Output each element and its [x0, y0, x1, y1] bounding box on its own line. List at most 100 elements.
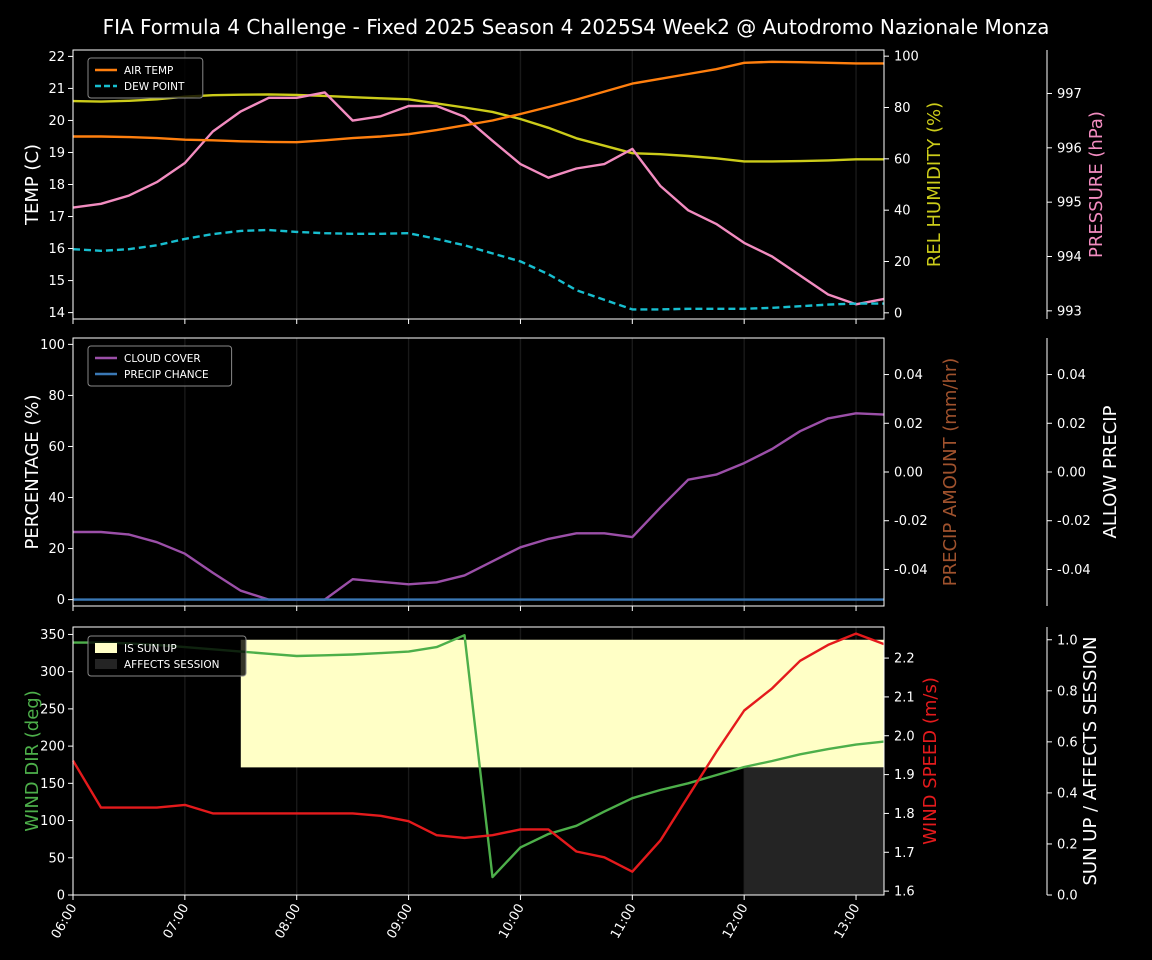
plot-frame — [72, 626, 885, 896]
air-temp-line-point — [520, 113, 521, 114]
wind-speed-line-point — [240, 813, 241, 814]
precip-amount-axis-tick-label: -0.04 — [894, 563, 928, 578]
cloud-cover-line-point — [128, 534, 129, 535]
sun-up-span — [240, 639, 885, 768]
wind-speed-line-point — [464, 837, 465, 838]
sun-legend-entry: IS SUN UP — [124, 643, 177, 655]
humidity-axis-label: REL HUMIDITY (%) — [924, 102, 945, 267]
pressure-line-point — [436, 105, 437, 106]
humidity-line-point — [268, 94, 269, 95]
wind-dir-line-point — [548, 833, 549, 834]
air-temp-line-point — [632, 83, 633, 84]
cloud-cover-line-point — [632, 537, 633, 538]
cloud-cover-line-point — [492, 561, 493, 562]
wind-dir-axis-tick-label: 300 — [40, 665, 65, 680]
precip-chance-line-point — [212, 599, 213, 600]
wind-dir-line-point — [688, 783, 689, 784]
pressure-line-point — [156, 182, 157, 183]
wind-dir-axis-label: WIND DIR (deg) — [22, 690, 43, 832]
percentage-axis-tick-label: 20 — [48, 542, 65, 557]
cloud-cover-line-point — [520, 547, 521, 548]
humidity-line-point — [772, 161, 773, 162]
pressure-line-point — [492, 140, 493, 141]
wind-dir-axis-tick-label: 50 — [48, 851, 65, 866]
air-temp-line-point — [212, 140, 213, 141]
precip-chance-line-point — [744, 599, 745, 600]
wind-speed-line-point — [184, 804, 185, 805]
wind-dir-line-point — [800, 754, 801, 755]
wind-dir-line-point — [324, 655, 325, 656]
wind-speed-line-point — [604, 857, 605, 858]
cloud-cover-line-point — [576, 533, 577, 534]
precip-amount-axis-label: PRECIP AMOUNT (mm/hr) — [940, 358, 961, 587]
temp-axis-tick-label: 15 — [48, 274, 65, 289]
wind-speed-line-point — [800, 660, 801, 661]
air-temp-line-point — [128, 137, 129, 138]
precip-chance-line-point — [660, 599, 661, 600]
dew-point-line-point — [380, 233, 381, 234]
pressure-line-point — [128, 195, 129, 196]
percentage-axis-tick-label: 0 — [57, 593, 65, 608]
cloud-cover-line-point — [855, 413, 856, 414]
wind-dir-line-point — [492, 877, 493, 878]
sun-legend-swatch — [95, 659, 117, 669]
precip-chance-line-point — [436, 599, 437, 600]
dew-point-line-point — [436, 238, 437, 239]
percentage-axis-tick-label: 100 — [40, 338, 65, 353]
temp-legend-box — [87, 57, 204, 99]
precip-chance-line-point — [408, 599, 409, 600]
pressure-line-point — [324, 92, 325, 93]
pressure-line-point — [604, 164, 605, 165]
wind-speed-line-point — [296, 813, 297, 814]
dew-point-line-point — [156, 245, 157, 246]
temp-axis-tick-label: 21 — [48, 82, 65, 97]
humidity-line-point — [128, 100, 129, 101]
humidity-line-point — [800, 161, 801, 162]
dew-point-line-point — [660, 309, 661, 310]
cloud-cover-line-point — [352, 579, 353, 580]
pressure-line-point — [100, 203, 101, 204]
pressure-line-point — [268, 97, 269, 98]
humidity-axis-tick-label: 20 — [894, 255, 911, 270]
wind-dir-line-point — [296, 655, 297, 656]
cloud-cover-line-point — [548, 538, 549, 539]
precip-amount-axis-tick-label: 0.04 — [894, 368, 923, 383]
pressure-axis-tick-label: 997 — [1057, 87, 1082, 102]
humidity-line-point — [352, 97, 353, 98]
wind-dir-line-point — [855, 744, 856, 745]
wind-speed-axis-tick-label: 2.0 — [894, 729, 915, 744]
dew-point-line-point — [772, 307, 773, 308]
air-temp-line-point — [408, 134, 409, 135]
pressure-line-point — [716, 223, 717, 224]
humidity-line-point — [296, 94, 297, 95]
cloud-cover-line-point — [604, 533, 605, 534]
cloud-cover-line-point — [100, 531, 101, 532]
allow-precip-axis-tick-label: -0.04 — [1057, 563, 1091, 578]
air-temp-line-point — [855, 63, 856, 64]
pressure-line-point — [548, 177, 549, 178]
pressure-line-point — [660, 185, 661, 186]
dew-point-line-point — [464, 245, 465, 246]
dew-point-line-point — [520, 261, 521, 262]
dew-point-line — [72, 228, 884, 311]
wind-speed-line-point — [688, 796, 689, 797]
pressure-line-point — [744, 242, 745, 243]
humidity-line-point — [464, 107, 465, 108]
cloud-cover-line-point — [184, 553, 185, 554]
pressure-line-point — [212, 131, 213, 132]
precip-amount-axis-tick-label: 0.02 — [894, 417, 923, 432]
wind-speed-line-point — [855, 633, 856, 634]
pressure-line-point — [632, 148, 633, 149]
cloud-cover-line-point — [660, 507, 661, 508]
cloud-cover-line-point — [240, 590, 241, 591]
humidity-line-point — [576, 138, 577, 139]
wind-dir-line-point — [632, 798, 633, 799]
precip-chance-line-point — [240, 599, 241, 600]
wind-dir-line-point — [464, 635, 465, 636]
humidity-axis-tick-label: 0 — [894, 306, 902, 321]
chart-title: FIA Formula 4 Challenge - Fixed 2025 Sea… — [103, 15, 1050, 39]
cloud-cover-line — [73, 412, 885, 601]
wind-dir-line-point — [520, 847, 521, 848]
